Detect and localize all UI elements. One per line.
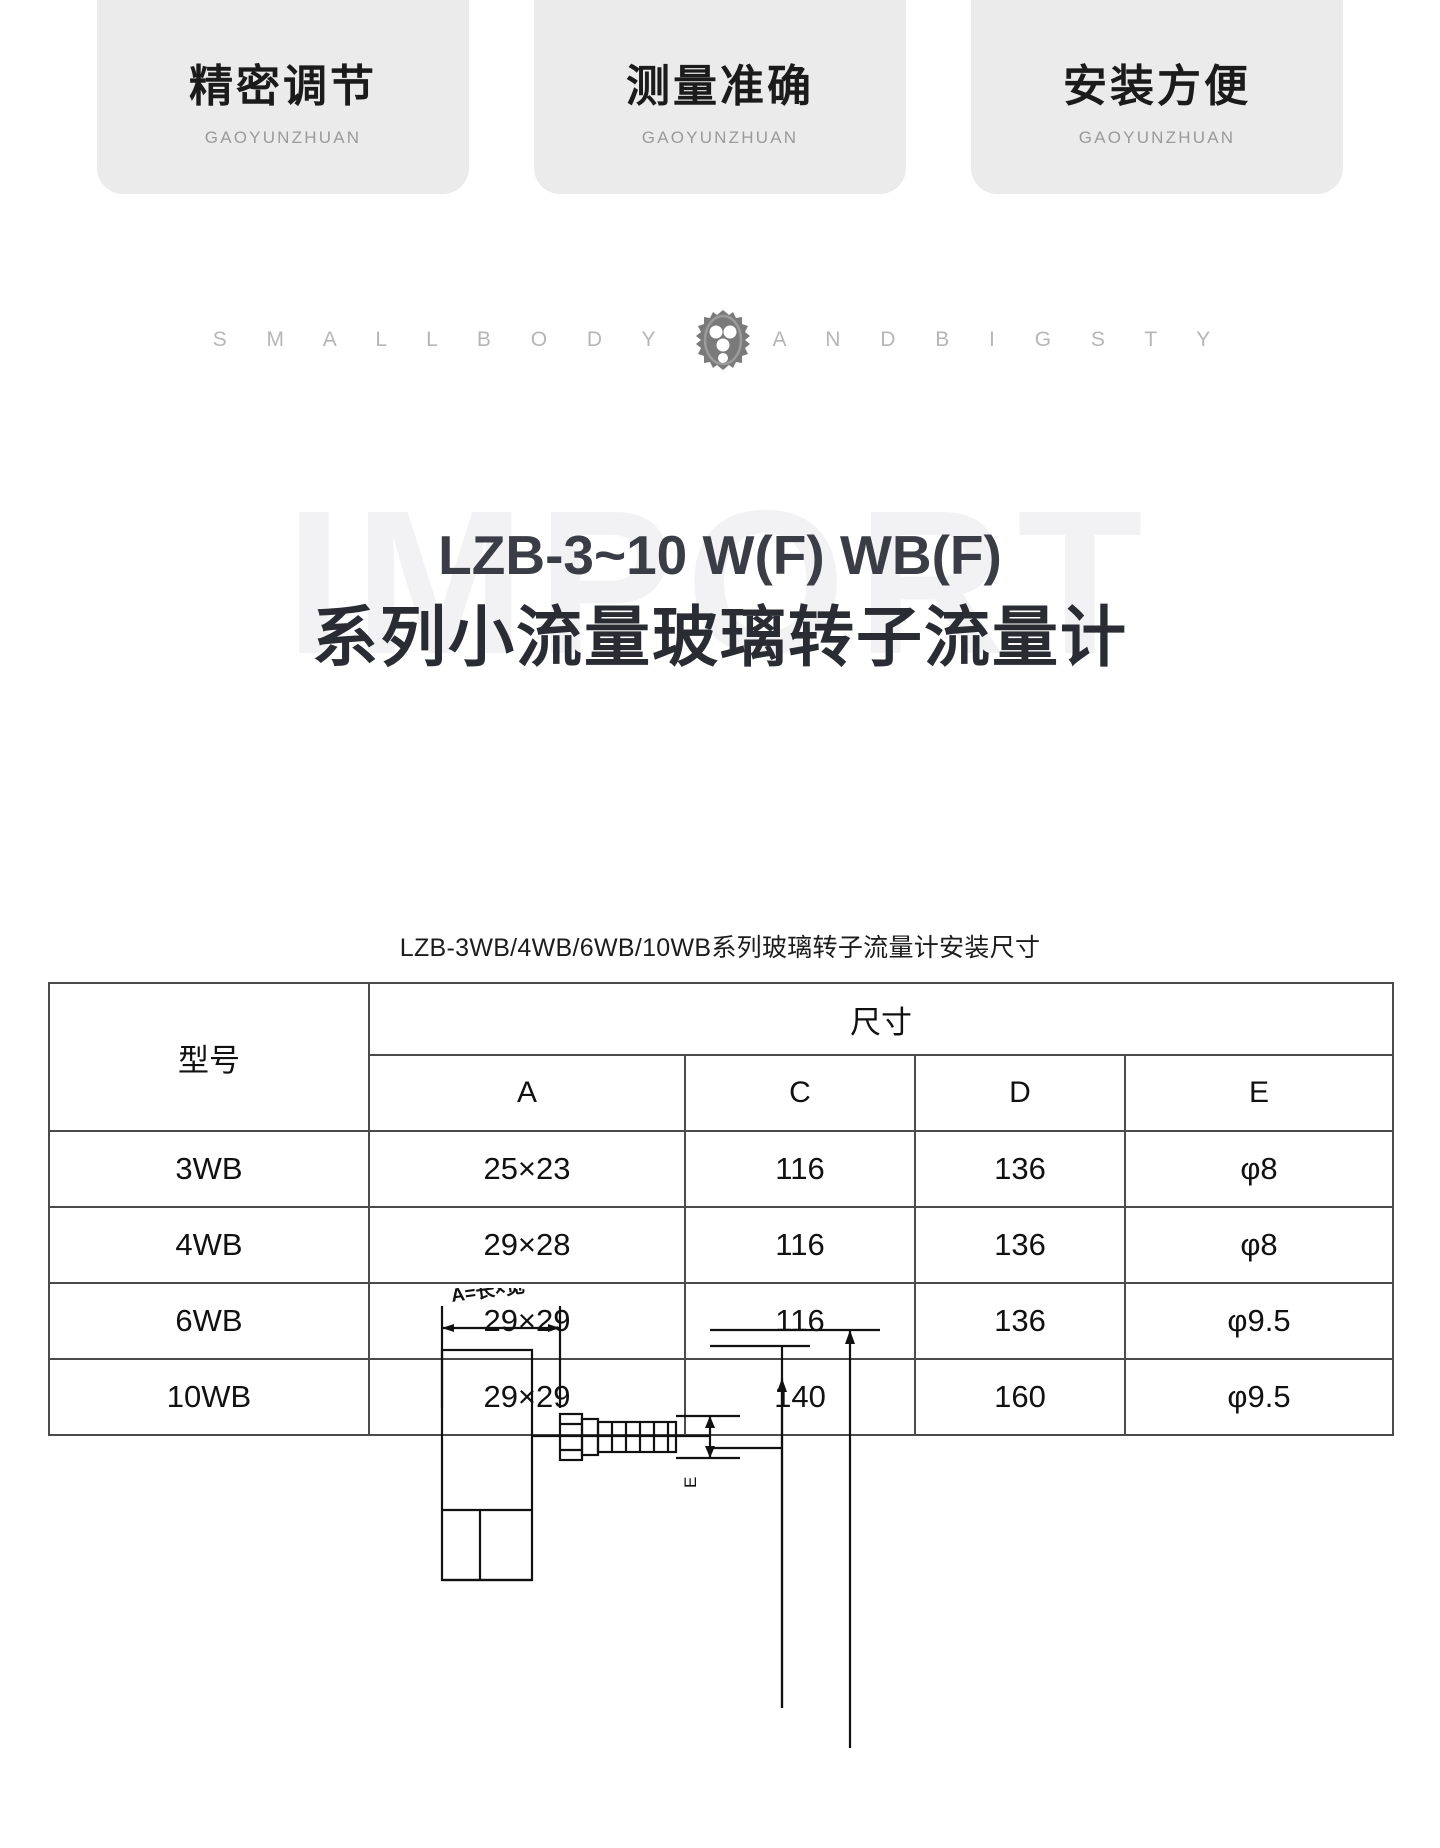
cell-a: 29×29 [368,1358,686,1436]
watermark-text: IMPORT [285,468,1155,697]
feature-card-subtitle: GAOYUNZHUAN [641,128,799,147]
cell-c: 140 [684,1358,916,1436]
dimension-table: 型号 尺寸 A C D E 3WB 25×23 116 136 φ8 4WB 2… [48,982,1394,1436]
cell-a: 29×28 [368,1206,686,1284]
cell-c: 116 [684,1206,916,1284]
feature-card-subtitle: GAOYUNZHUAN [204,128,362,147]
cell-d: 136 [914,1282,1126,1360]
table-header-col-c: C [684,1054,916,1132]
flowmeter-dimension-drawing: A=长×宽 E [440,1288,880,1748]
slogan-band: S M A L L B O D Y A N D B I G S T Y [0,300,1440,380]
table-header-model: 型号 [48,982,370,1132]
table-header-col-e: E [1124,1054,1394,1132]
cell-model: 6WB [48,1282,370,1360]
dimension-table-wrapper: 型号 尺寸 A C D E 3WB 25×23 116 136 φ8 4WB 2… [48,982,1394,1436]
table-header-row-columns: A C D E [49,1054,1394,1132]
table-caption: LZB-3WB/4WB/6WB/10WB系列玻璃转子流量计安装尺寸 [399,934,1041,962]
table-row: 3WB 25×23 116 136 φ8 [48,1130,1394,1208]
cell-e: φ8 [1124,1206,1394,1284]
dimension-label-e: E [681,1477,700,1488]
table-header-col-d: D [914,1054,1126,1132]
gear-icon [695,310,750,370]
feature-card-title: 安装方便 [1063,61,1251,111]
feature-card[interactable]: 精密调节 GAOYUNZHUAN [97,0,469,194]
cell-model: 3WB [48,1130,370,1208]
table-header-row-group: 型号 尺寸 [48,982,1394,1132]
dimension-label-a: A=长×宽 [449,1288,525,1307]
cell-d: 136 [914,1206,1126,1284]
page-title: 系列小流量玻璃转子流量计 [312,599,1128,674]
table-row: 10WB 29×29 140 160 φ9.5 [48,1358,1394,1436]
cell-a: 29×29 [368,1282,686,1360]
cell-d: 136 [914,1130,1126,1208]
feature-card-title: 测量准确 [626,61,814,111]
table-row: 4WB 29×28 116 136 φ8 [48,1206,1394,1284]
feature-card[interactable]: 测量准确 GAOYUNZHUAN [534,0,906,194]
cell-e: φ9.5 [1124,1358,1394,1436]
cell-model: 10WB [48,1358,370,1436]
title-block: IMPORT LZB-3~10 W(F) WB(F) 系列小流量玻璃转子流量计 [0,470,1440,730]
feature-cards-strip: 精密调节 GAOYUNZHUAN 测量准确 GAOYUNZHUAN 安装方便 G… [0,0,1440,194]
feature-card-title: 精密调节 [189,61,377,111]
cell-model: 4WB [48,1206,370,1284]
cell-c: 116 [684,1130,916,1208]
table-header-col-a: A [368,1054,686,1132]
cell-e: φ8 [1124,1130,1394,1208]
table-row: 6WB 29×29 116 136 φ9.5 [48,1282,1394,1360]
cell-a: 25×23 [368,1130,686,1208]
slogan-text-right: A N D B I G S T Y [772,328,1228,351]
cell-e: φ9.5 [1124,1282,1394,1360]
feature-card[interactable]: 安装方便 GAOYUNZHUAN [971,0,1343,194]
product-model-line: LZB-3~10 W(F) WB(F) [438,524,1002,587]
slogan-text-left: S M A L L B O D Y [212,328,673,351]
table-header-dimensions: 尺寸 [368,982,1394,1056]
cell-d: 160 [914,1358,1126,1436]
feature-card-subtitle: GAOYUNZHUAN [1078,128,1236,147]
technical-drawing: A=长×宽 E [0,1288,1440,1848]
